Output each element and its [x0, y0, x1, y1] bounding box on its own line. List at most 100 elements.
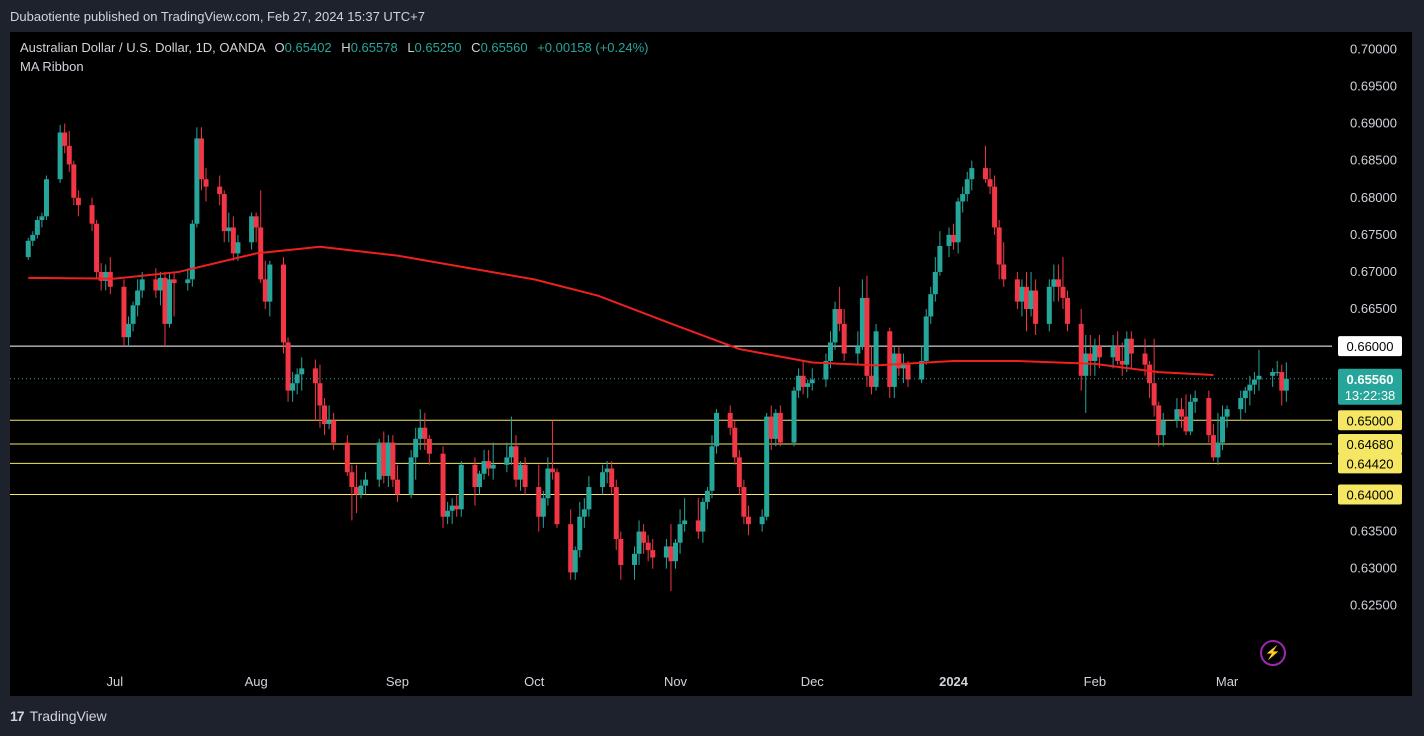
- candle-body: [454, 505, 460, 510]
- candle-body: [937, 245, 943, 272]
- close-value: 0.65560: [480, 40, 528, 55]
- price-tick-label: 0.69000: [1350, 116, 1397, 131]
- candle-body: [226, 227, 232, 232]
- time-tick-label: Feb: [1084, 674, 1106, 689]
- candle-body: [859, 297, 865, 347]
- candle-body: [217, 186, 223, 195]
- candle-body: [577, 516, 583, 551]
- candle-body: [837, 309, 843, 324]
- candle-body: [1060, 286, 1066, 298]
- candle-body: [267, 264, 273, 302]
- tradingview-brand[interactable]: 17 TradingView: [10, 708, 107, 724]
- candle-body: [262, 279, 268, 302]
- candle-body: [791, 390, 797, 443]
- candle-body: [613, 487, 619, 539]
- indicator-label[interactable]: MA Ribbon: [20, 59, 84, 74]
- candle-body: [1270, 372, 1276, 376]
- candle-body: [25, 240, 31, 258]
- price-tick-label: 0.70000: [1350, 41, 1397, 56]
- candle-body: [185, 279, 191, 284]
- candle-body: [641, 531, 647, 543]
- price-tick-label: 0.63500: [1350, 524, 1397, 539]
- candle-body: [536, 487, 542, 517]
- candle-body: [809, 379, 815, 384]
- symbol-title[interactable]: Australian Dollar / U.S. Dollar, 1D, OAN…: [20, 40, 265, 55]
- candle-body: [481, 461, 487, 474]
- level-price-tag: [1338, 453, 1402, 474]
- candle-body: [1110, 346, 1116, 358]
- candle-body: [873, 331, 879, 387]
- candle-body: [508, 446, 514, 458]
- candle-body: [103, 271, 109, 281]
- candle-body: [636, 531, 642, 554]
- candle-body: [905, 364, 911, 380]
- candle-body: [363, 479, 369, 486]
- current-price-tag: [1338, 368, 1402, 405]
- candle-body: [171, 279, 177, 284]
- candle-body: [1210, 435, 1216, 458]
- candle-body: [1119, 360, 1125, 365]
- candle-body: [1151, 383, 1157, 406]
- candle-body: [34, 220, 40, 235]
- candle-body: [827, 342, 833, 361]
- open-label: O: [274, 40, 285, 55]
- candle-body: [709, 446, 715, 491]
- candle-body: [1279, 372, 1285, 391]
- candle-body: [549, 468, 555, 473]
- time-tick-label: Nov: [664, 674, 688, 689]
- candle-body: [864, 297, 870, 376]
- candle-body: [426, 438, 432, 454]
- candle-body: [71, 164, 77, 198]
- candle-body: [1238, 398, 1244, 410]
- candle-body: [249, 216, 255, 243]
- symbol-legend[interactable]: Australian Dollar / U.S. Dollar, 1D, OAN…: [20, 40, 649, 55]
- candle-body: [700, 501, 706, 532]
- candle-body: [230, 227, 236, 254]
- candle-body: [66, 145, 72, 165]
- candle-body: [946, 234, 952, 246]
- candle-body: [1178, 409, 1184, 417]
- price-tick-label: 0.68000: [1350, 190, 1397, 205]
- candle-body: [1046, 286, 1052, 324]
- candle-body: [855, 346, 861, 354]
- candle-body: [1128, 338, 1134, 354]
- chart-area[interactable]: 0.70000 0.69500 0.69000 0.68500 0.68000 0.675…: [10, 32, 1412, 696]
- candle-body: [1251, 379, 1257, 385]
- candle-body: [1192, 398, 1198, 402]
- candle-body: [317, 383, 323, 406]
- candle-body: [349, 472, 355, 488]
- candle-body: [285, 342, 291, 391]
- candle-body: [358, 485, 364, 495]
- time-tick-label: Aug: [245, 674, 268, 689]
- candle-body: [650, 550, 656, 558]
- price-chart[interactable]: 0.70000 0.69500 0.69000 0.68500 0.68000 0.675…: [10, 32, 1412, 696]
- candle-body: [121, 286, 127, 338]
- candle-body: [964, 179, 970, 195]
- candle-body: [353, 487, 359, 495]
- candle-body: [189, 223, 195, 280]
- candle-body: [198, 138, 204, 180]
- candle-body: [1174, 409, 1180, 421]
- candle-body: [955, 201, 961, 243]
- tradingview-logo-icon: 17: [10, 708, 25, 724]
- candle-body: [832, 309, 838, 343]
- candle-body: [969, 168, 975, 180]
- candle-body: [741, 487, 747, 517]
- candle-body: [618, 538, 624, 565]
- candle-body: [732, 427, 738, 458]
- candle-body: [1147, 364, 1153, 384]
- candle-body: [518, 464, 524, 480]
- candle-body: [1124, 338, 1130, 365]
- candle-body: [586, 487, 592, 510]
- candle-body: [235, 242, 241, 254]
- low-label: L: [407, 40, 415, 55]
- candle-body: [408, 457, 414, 495]
- candle-body: [253, 216, 259, 228]
- candle-body: [764, 416, 770, 517]
- candle-body: [800, 375, 806, 387]
- level-price-label: 0.66000: [1347, 339, 1394, 354]
- candle-body: [458, 464, 464, 510]
- candle-body: [135, 290, 141, 306]
- candle-body: [162, 277, 168, 324]
- lightning-icon[interactable]: ⚡: [1260, 640, 1286, 666]
